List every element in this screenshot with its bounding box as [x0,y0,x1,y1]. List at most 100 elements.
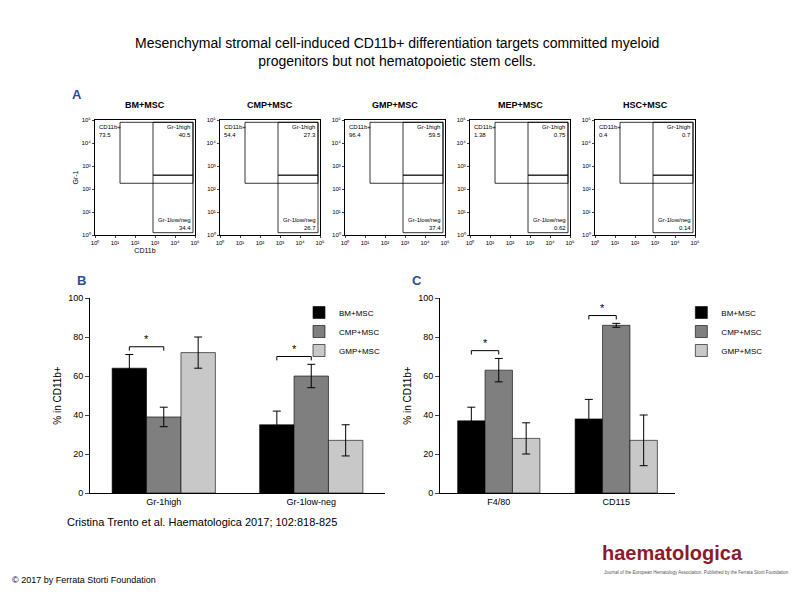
svg-text:40: 40 [73,410,83,420]
svg-text:10¹: 10¹ [611,240,620,246]
svg-text:CMP+MSC: CMP+MSC [721,328,761,337]
svg-text:10²: 10² [82,186,91,192]
svg-text:Gr-1: Gr-1 [72,170,79,184]
svg-text:% in CD11b+: % in CD11b+ [52,366,63,425]
svg-text:10⁰: 10⁰ [207,231,216,238]
svg-text:10²: 10² [582,186,591,192]
svg-text:10¹: 10¹ [582,209,591,215]
svg-text:10⁰: 10⁰ [457,231,466,238]
svg-text:Gr-1high59.5: Gr-1high59.5 [417,124,441,138]
svg-text:A: A [72,87,82,102]
svg-text:10⁵: 10⁵ [190,240,200,246]
svg-text:haematologica: haematologica [602,542,743,564]
svg-text:20: 20 [73,449,83,459]
svg-text:10⁴: 10⁴ [420,240,430,246]
svg-text:CD11b+54.4: CD11b+54.4 [224,124,246,138]
svg-text:CD11b+96.4: CD11b+96.4 [349,124,371,138]
svg-text:10⁵: 10⁵ [315,240,325,246]
svg-text:10⁴: 10⁴ [170,240,180,246]
svg-text:F4/80: F4/80 [487,497,510,507]
svg-text:10⁴: 10⁴ [295,240,305,246]
svg-text:0: 0 [428,488,433,498]
svg-text:GMP+MSC: GMP+MSC [721,347,762,356]
svg-text:B: B [77,273,86,288]
svg-text:CD11b+73.5: CD11b+73.5 [99,124,121,138]
svg-text:CD11b+0.4: CD11b+0.4 [599,124,621,138]
svg-text:Gr-1high27.3: Gr-1high27.3 [292,124,316,138]
svg-text:10⁰: 10⁰ [216,239,225,246]
svg-text:Journal of the European Hemato: Journal of the European Hematology Assoc… [604,570,789,575]
svg-text:C: C [412,273,422,288]
svg-text:Gr-1high0.75: Gr-1high0.75 [542,124,566,138]
svg-text:60: 60 [73,371,83,381]
svg-text:10¹: 10¹ [332,209,341,215]
svg-text:*: * [292,343,297,355]
svg-text:Mesenchymal stromal cell-induc: Mesenchymal stromal cell-induced CD11b+ … [135,35,659,69]
svg-text:10²: 10² [457,186,466,192]
svg-text:10²: 10² [381,240,390,246]
svg-text:CMP+MSC: CMP+MSC [247,100,293,110]
svg-text:80: 80 [423,332,433,342]
svg-text:10¹: 10¹ [207,209,216,215]
svg-text:Gr-1high0.7: Gr-1high0.7 [667,124,691,138]
svg-text:10⁵: 10⁵ [440,240,450,246]
svg-text:BM+MSC: BM+MSC [339,309,374,318]
svg-text:10⁴: 10⁴ [582,140,592,146]
svg-text:10⁵: 10⁵ [565,240,575,246]
svg-text:Gr-1low-neg: Gr-1low-neg [286,497,336,507]
svg-text:10⁵: 10⁵ [82,117,92,123]
svg-text:10⁰: 10⁰ [591,239,600,246]
svg-text:80: 80 [73,332,83,342]
svg-text:10³: 10³ [82,163,91,169]
svg-text:10³: 10³ [401,240,410,246]
svg-text:*: * [144,333,149,345]
svg-text:10³: 10³ [582,163,591,169]
svg-text:10⁰: 10⁰ [82,231,91,238]
svg-text:HSC+MSC: HSC+MSC [623,100,668,110]
svg-text:10²: 10² [506,240,515,246]
svg-text:Cristina Trento et al. Haemato: Cristina Trento et al. Haematologica 201… [67,516,337,528]
svg-text:Gr-1low/neg26.7: Gr-1low/neg26.7 [283,217,316,231]
svg-text:10⁰: 10⁰ [332,231,341,238]
svg-text:Gr-1high: Gr-1high [146,497,181,507]
svg-text:BM+MSC: BM+MSC [125,100,165,110]
svg-text:10⁴: 10⁴ [545,240,555,246]
svg-text:0: 0 [78,488,83,498]
svg-text:100: 100 [418,293,433,303]
svg-text:GMP+MSC: GMP+MSC [339,347,380,356]
svg-text:10³: 10³ [207,163,216,169]
svg-text:10⁴: 10⁴ [670,240,680,246]
svg-text:Gr-1low/neg0.14: Gr-1low/neg0.14 [658,217,691,231]
svg-text:CMP+MSC: CMP+MSC [339,328,379,337]
svg-text:Gr-1low/neg34.4: Gr-1low/neg34.4 [158,217,191,231]
svg-text:10⁵: 10⁵ [582,117,592,123]
svg-text:10⁰: 10⁰ [466,239,475,246]
svg-text:10³: 10³ [332,163,341,169]
svg-text:10¹: 10¹ [486,240,495,246]
svg-text:© 2017 by Ferrata Storti Found: © 2017 by Ferrata Storti Foundation [12,575,156,585]
svg-text:CD11b+1.38: CD11b+1.38 [474,124,496,138]
svg-text:10³: 10³ [151,240,160,246]
svg-text:*: * [600,302,605,314]
svg-text:GMP+MSC: GMP+MSC [372,100,418,110]
svg-text:10⁵: 10⁵ [332,117,342,123]
svg-text:100: 100 [68,293,83,303]
svg-text:10⁵: 10⁵ [690,240,700,246]
svg-text:60: 60 [423,371,433,381]
svg-text:10⁴: 10⁴ [82,140,92,146]
svg-text:10²: 10² [332,186,341,192]
svg-text:10³: 10³ [276,240,285,246]
svg-text:10³: 10³ [457,163,466,169]
svg-text:10⁵: 10⁵ [457,117,467,123]
svg-text:10⁴: 10⁴ [332,140,342,146]
svg-text:10⁴: 10⁴ [457,140,467,146]
svg-text:10¹: 10¹ [361,240,370,246]
svg-text:CD11b: CD11b [134,247,155,254]
svg-text:10¹: 10¹ [236,240,245,246]
svg-text:CD115: CD115 [603,497,630,507]
svg-text:BM+MSC: BM+MSC [721,309,756,318]
svg-text:10⁰: 10⁰ [582,231,591,238]
svg-text:10⁰: 10⁰ [341,239,350,246]
svg-text:10⁰: 10⁰ [91,239,100,246]
svg-text:10¹: 10¹ [82,209,91,215]
